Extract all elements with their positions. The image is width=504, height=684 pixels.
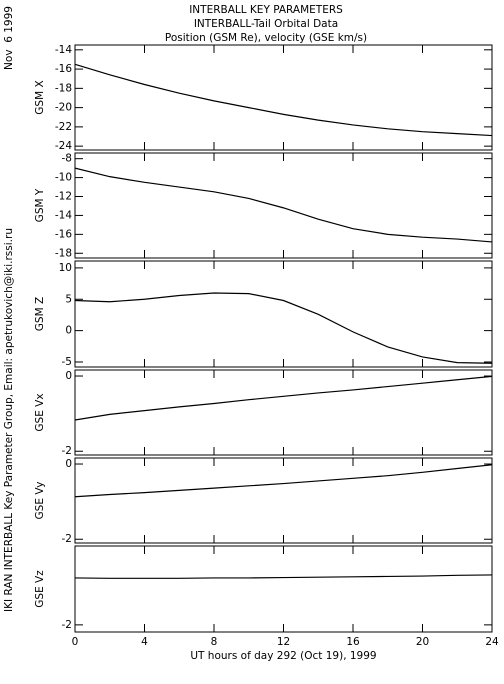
y-axis-label: GSM X — [34, 80, 46, 114]
panel-frame — [74, 44, 493, 151]
data-line — [74, 167, 493, 243]
y-tick-label: -16 — [55, 63, 72, 75]
data-line — [74, 63, 493, 137]
y-tick-label: -22 — [55, 121, 72, 133]
y-axis-label: GSE Vz — [34, 570, 46, 608]
y-tick-label: -12 — [55, 191, 72, 203]
y-tick-label: -5 — [62, 356, 72, 368]
y-tick-label: -24 — [55, 140, 72, 152]
x-tick-label: 16 — [346, 636, 360, 648]
y-tick-label: -2 — [62, 445, 72, 457]
y-tick-label: -2 — [62, 533, 72, 545]
x-tick-label: 20 — [416, 636, 429, 648]
panel-frame — [74, 457, 493, 544]
y-tick-label: -16 — [55, 228, 72, 240]
y-tick-label: 10 — [59, 262, 72, 274]
x-tick-label: 12 — [277, 636, 290, 648]
y-axis-label: GSE Vx — [34, 393, 46, 431]
y-tick-label: -14 — [55, 209, 72, 221]
x-tick-label: 4 — [141, 636, 148, 648]
panel-frame — [74, 260, 493, 368]
data-line — [74, 574, 493, 579]
y-axis-label: GSE Vy — [34, 482, 46, 520]
y-tick-label: 5 — [65, 293, 72, 305]
x-tick-label: 8 — [211, 636, 218, 648]
title: Position (GSM Re), velocity (GSE km/s) — [165, 32, 367, 44]
date: Nov 6 1999 — [3, 6, 15, 70]
data-line — [74, 464, 493, 498]
x-axis-label: UT hours of day 292 (Oct 19), 1999 — [190, 650, 376, 662]
x-tick-label: 0 — [72, 636, 79, 648]
y-tick-label: 0 — [65, 370, 72, 382]
y-axis-label: GSM Y — [34, 188, 46, 222]
y-tick-label: -18 — [55, 82, 72, 94]
title: INTERBALL-Tail Orbital Data — [194, 18, 338, 30]
panel-frame — [74, 545, 493, 633]
y-axis-label: GSM Z — [34, 297, 46, 331]
y-tick-label: -2 — [62, 619, 72, 631]
title: INTERBALL KEY PARAMETERS — [189, 4, 343, 16]
y-tick-label: -10 — [55, 172, 72, 184]
data-line — [74, 292, 493, 364]
y-tick-label: -20 — [55, 102, 72, 114]
credit: IKI RAN INTERBALL Key Parameter Group, E… — [3, 228, 15, 612]
y-tick-label: 0 — [65, 325, 72, 337]
x-tick-label: 24 — [485, 636, 499, 648]
y-tick-label: 0 — [65, 458, 72, 470]
data-line — [74, 375, 493, 421]
panel-frame — [74, 152, 493, 259]
y-tick-label: -18 — [55, 247, 72, 259]
y-tick-label: -14 — [55, 44, 72, 56]
y-tick-label: -8 — [62, 153, 72, 165]
